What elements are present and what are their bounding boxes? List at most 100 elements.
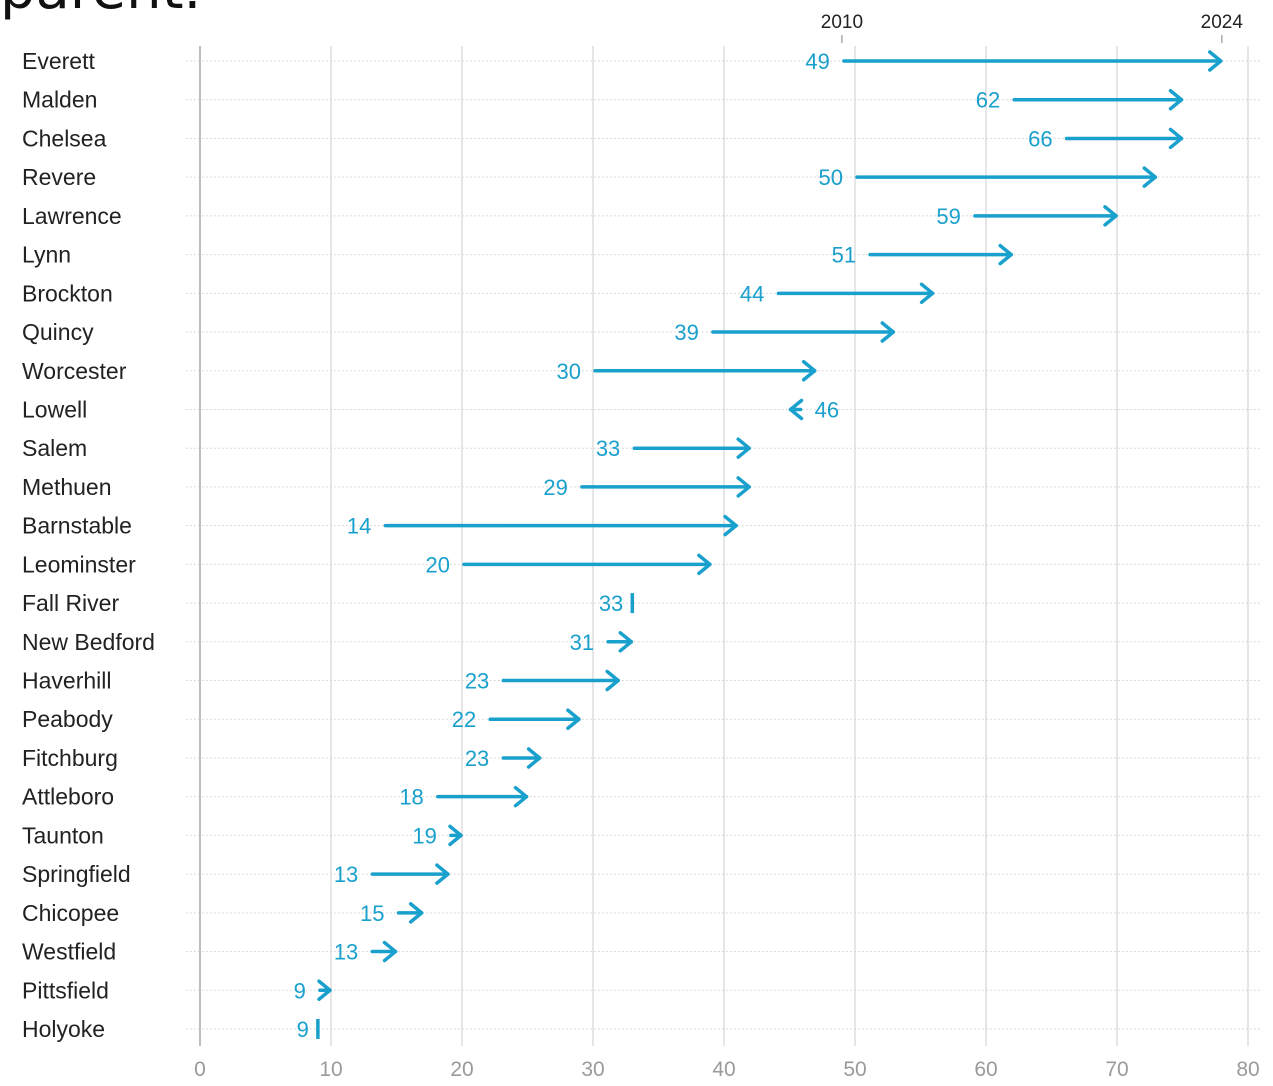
arrow-head — [382, 940, 398, 963]
city-label: Peabody — [22, 706, 113, 732]
arrow-mark: 13 — [334, 940, 398, 965]
value-label-2010: 59 — [936, 204, 960, 229]
arrow-mark: 30 — [557, 359, 817, 384]
arrow-head — [788, 398, 804, 421]
city-label: Pittsfield — [22, 977, 109, 1003]
city-label: Holyoke — [22, 1016, 105, 1042]
arrow-mark: 39 — [674, 320, 896, 345]
arrow-head — [998, 243, 1013, 266]
arrow-head — [448, 824, 463, 847]
city-label: Chicopee — [22, 900, 119, 926]
arrow-head — [1208, 50, 1223, 72]
value-label-2010: 9 — [294, 978, 306, 1003]
arrow-mark: 19 — [412, 823, 463, 848]
arrow-head — [1168, 88, 1184, 111]
arrow-head — [317, 979, 332, 1002]
city-label: Methuen — [22, 474, 112, 500]
value-label-2010: 39 — [674, 320, 698, 345]
city-label: Haverhill — [22, 668, 111, 694]
arrow-mark: 14 — [347, 514, 738, 539]
x-axis: 0 10 20 30 40 50 60 70 80 2010 2024 — [194, 12, 1260, 1081]
arrow-mark: 46 — [788, 397, 839, 422]
city-label: Attleboro — [22, 784, 114, 810]
arrow-head — [697, 553, 712, 576]
value-label-2010: 23 — [465, 669, 489, 694]
city-label: Chelsea — [22, 125, 107, 151]
value-label-2010: 29 — [543, 475, 567, 500]
city-label: Fitchburg — [22, 745, 118, 771]
arrow-head — [526, 747, 542, 769]
value-label-2010: 50 — [819, 165, 843, 190]
value-label-2010: 30 — [557, 359, 581, 384]
arrow-mark: 33 — [596, 436, 751, 461]
value-label-2010: 19 — [412, 823, 436, 848]
city-label: Worcester — [22, 358, 127, 384]
value-label-2010: 62 — [976, 88, 1000, 113]
city-label: Barnstable — [22, 513, 132, 539]
arrow-mark: 18 — [399, 785, 529, 810]
city-label: Everett — [22, 48, 95, 74]
arrow-mark: 15 — [360, 901, 424, 926]
arrow-mark: 20 — [426, 552, 712, 577]
arrow-head — [513, 785, 529, 808]
value-label-2010: 22 — [452, 707, 476, 732]
x-tick-label: 80 — [1236, 1058, 1259, 1081]
city-label: Taunton — [22, 822, 104, 848]
year-2024-label: 2024 — [1201, 12, 1244, 33]
city-labels: Everett Malden Chelsea Revere Lawrence Lynn Br… — [22, 48, 155, 1042]
arrow-mark: 23 — [465, 746, 542, 771]
x-tick-label: 60 — [974, 1058, 997, 1081]
x-tick-label: 0 — [194, 1058, 206, 1081]
value-label-2010: 51 — [832, 243, 856, 268]
grid-layer — [186, 46, 1262, 1046]
x-tick-label: 20 — [450, 1058, 473, 1081]
year-2010-label: 2010 — [821, 12, 863, 33]
x-tick-label: 50 — [843, 1058, 866, 1081]
arrow-head — [566, 708, 581, 730]
value-label-2010: 66 — [1028, 126, 1052, 151]
city-label: Westfield — [22, 939, 116, 965]
arrow-head — [1168, 127, 1184, 150]
arrow-mark: 50 — [819, 165, 1158, 190]
arrow-mark: 9 — [294, 978, 332, 1003]
value-label-2010: 23 — [465, 746, 489, 771]
value-label-2010: 14 — [347, 514, 371, 539]
arrow-head — [1142, 166, 1158, 188]
city-label: Springfield — [22, 861, 131, 887]
value-label-2010: 18 — [399, 785, 423, 810]
city-label: Brockton — [22, 280, 113, 306]
value-label-2010: 13 — [334, 940, 358, 965]
arrow-mark: 23 — [465, 669, 620, 694]
arrow-head — [736, 476, 751, 498]
value-label-2010: 13 — [334, 862, 358, 887]
city-label: Revere — [22, 164, 96, 190]
arrow-mark: 51 — [832, 243, 1013, 268]
city-label: Malden — [22, 87, 97, 113]
arrow-mark: 9 — [297, 1017, 320, 1042]
x-tick-label: 40 — [712, 1058, 735, 1081]
chart-title: parent. — [0, 0, 201, 18]
arrow-head — [605, 669, 620, 692]
arrow-head — [723, 514, 738, 537]
arrow-head — [801, 360, 817, 382]
x-tick-label: 30 — [581, 1058, 604, 1081]
x-tick-label: 70 — [1105, 1058, 1128, 1081]
x-tick-label: 10 — [319, 1058, 342, 1081]
city-label: Leominster — [22, 551, 136, 577]
arrow-head — [408, 902, 424, 924]
arrow-mark: 13 — [334, 862, 450, 887]
value-label-2010: 31 — [570, 630, 594, 655]
arrow-mark: 49 — [805, 49, 1223, 74]
city-label: Lowell — [22, 396, 87, 422]
arrow-mark: 62 — [976, 88, 1184, 113]
arrow-mark: 31 — [570, 630, 634, 655]
arrow-head — [618, 631, 634, 653]
city-label: Fall River — [22, 590, 119, 616]
city-label: Salem — [22, 435, 87, 461]
city-label: Lawrence — [22, 203, 122, 229]
arrow-mark: 44 — [740, 281, 935, 306]
city-label: Quincy — [22, 319, 94, 345]
arrow-head — [435, 863, 450, 885]
value-label-2010: 15 — [360, 901, 384, 926]
